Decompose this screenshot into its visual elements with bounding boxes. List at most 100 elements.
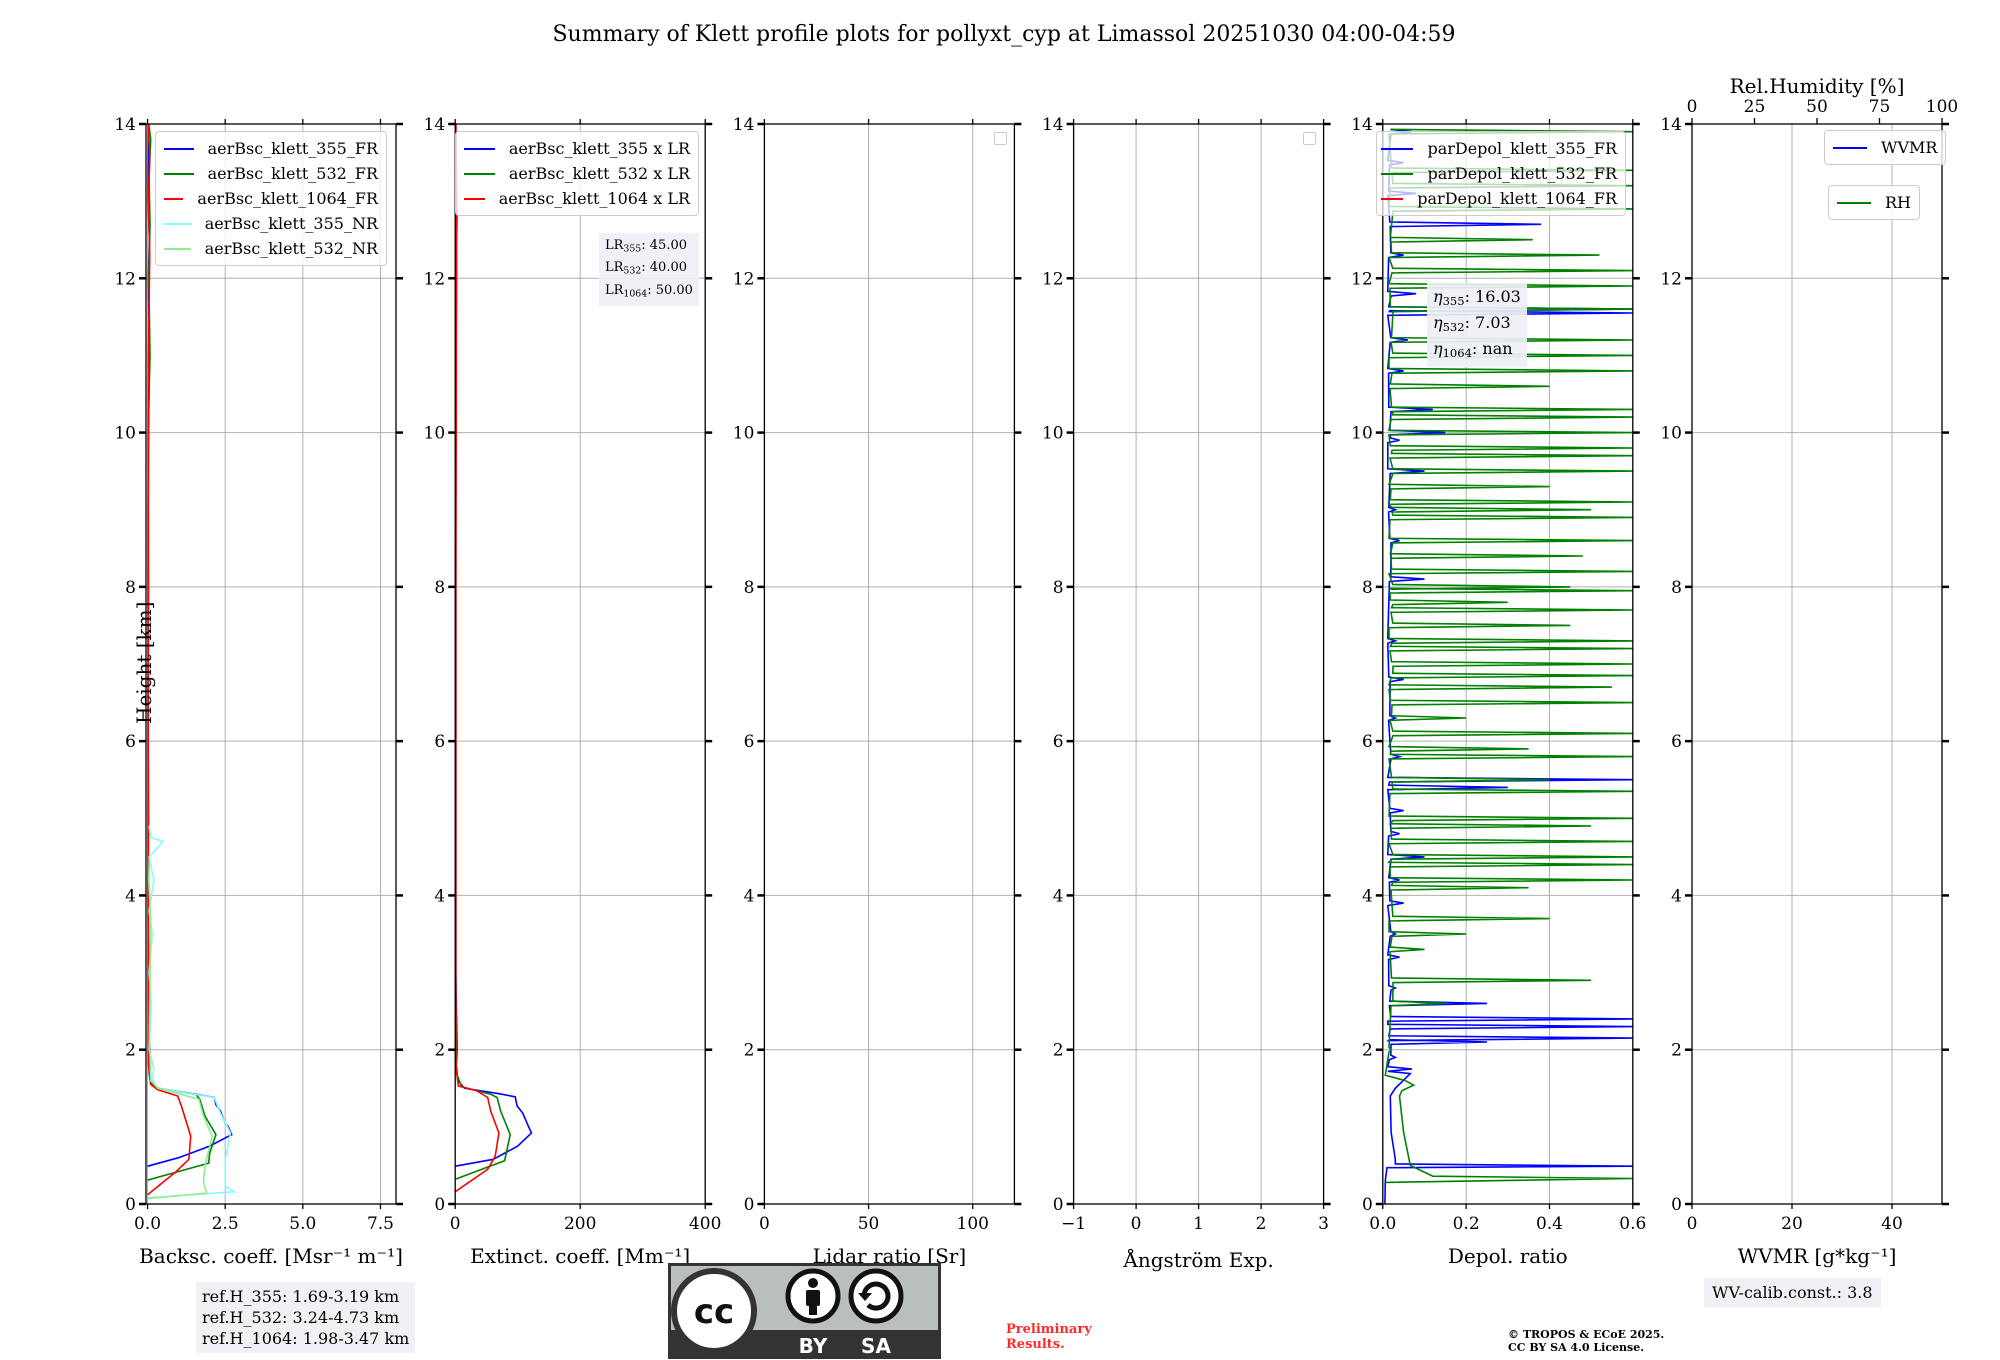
y-tick-label: 14 <box>1042 115 1064 135</box>
lr-subscript: 1064 <box>623 287 648 299</box>
x-tick-label: 0 <box>759 1214 770 1234</box>
y-tick-label: 2 <box>125 1041 136 1061</box>
lr-value: : 50.00 <box>647 282 693 298</box>
y-tick-label: 6 <box>1053 732 1064 752</box>
y-tick-label: 8 <box>1671 578 1682 598</box>
legend-entry: aerBsc_klett_532_FR <box>164 161 378 186</box>
sa-label: SA <box>861 1334 891 1358</box>
eta-subscript: 1064 <box>1442 345 1472 360</box>
legend-label: aerBsc_klett_355 x LR <box>508 139 690 158</box>
legend-swatch <box>164 247 191 250</box>
x-tick-label: 400 <box>689 1214 721 1234</box>
y-tick-label: 10 <box>1042 424 1064 444</box>
by-label: BY <box>799 1334 828 1358</box>
x-tick-label: 0.6 <box>1619 1214 1646 1234</box>
x-tick-label: 5.0 <box>289 1214 316 1234</box>
ref-height-532: ref.H_532: 3.24-4.73 km <box>202 1308 400 1327</box>
series-line-aerBsc_klett_1064_FR <box>147 124 192 1196</box>
legend-swatch <box>1837 201 1871 204</box>
y-tick-label: 6 <box>125 732 136 752</box>
x-tick-label: 3 <box>1318 1214 1329 1234</box>
x-tick-label: 0 <box>450 1214 461 1234</box>
legend-entry: aerBsc_klett_532 x LR <box>464 161 690 186</box>
x-tick-label: 1 <box>1193 1214 1204 1234</box>
top-x-tick-label: 100 <box>1926 97 1958 117</box>
y-tick-label: 6 <box>1362 732 1373 752</box>
x-tick-label: 2 <box>1256 1214 1267 1234</box>
y-tick-label: 6 <box>1671 732 1682 752</box>
y-tick-label: 12 <box>733 269 755 289</box>
eta-subscript: 532 <box>1442 319 1465 334</box>
axes-frame <box>763 123 1016 1205</box>
x-tick-label: 0 <box>1687 1214 1698 1234</box>
legend-label: aerBsc_klett_1064_FR <box>197 189 378 208</box>
x-tick-label: 7.5 <box>367 1214 394 1234</box>
eta-subscript: 355 <box>1442 293 1465 308</box>
y-tick-label: 10 <box>733 424 755 444</box>
y-tick-label: 12 <box>1042 269 1064 289</box>
eta-532-line: η532: 7.03 <box>1433 312 1521 338</box>
legend-entry: aerBsc_klett_1064_FR <box>164 186 378 211</box>
eta-value: : 16.03 <box>1464 287 1521 306</box>
y-tick-label: 10 <box>114 424 136 444</box>
series-line-aerBsc_klett_532_NR <box>147 856 213 1200</box>
lr-value: : 40.00 <box>641 260 687 276</box>
legend-entry: aerBsc_klett_355_FR <box>164 136 378 161</box>
legend-label: WVMR <box>1881 138 1938 157</box>
y-tick-label: 2 <box>434 1041 445 1061</box>
x-tick-label: 100 <box>957 1214 989 1234</box>
y-tick-label: 4 <box>744 886 755 906</box>
legend-depol: parDepol_klett_355_FR parDepol_klett_532… <box>1376 131 1626 216</box>
x-tick-label: 200 <box>564 1214 596 1234</box>
reference-heights-box: ref.H_355: 1.69-3.19 km ref.H_532: 3.24-… <box>196 1282 416 1353</box>
ref-height-1064: ref.H_1064: 1.98-3.47 km <box>202 1329 410 1348</box>
legend-wvmr: WVMR <box>1824 130 1947 165</box>
x-tick-label: 0.2 <box>1453 1214 1480 1234</box>
legend-entry: aerBsc_klett_355_NR <box>164 211 378 236</box>
legend-lidar-ratio-empty <box>994 132 1007 145</box>
lr-symbol: LR <box>605 282 624 298</box>
y-tick-label: 2 <box>1671 1041 1682 1061</box>
y-tick-label: 4 <box>1053 886 1064 906</box>
top-x-tick-label: 75 <box>1869 97 1891 117</box>
series-line-aerBsc_klett_1064 x LR <box>455 124 500 1193</box>
legend-swatch <box>164 172 194 175</box>
legend-entry: parDepol_klett_532_FR <box>1381 161 1617 186</box>
lr-355-line: LR355: 45.00 <box>605 236 693 258</box>
y-tick-label: 8 <box>1362 578 1373 598</box>
eta-annotation: η355: 16.03 η532: 7.03 η1064: nan <box>1427 283 1527 367</box>
share-alike-icon <box>848 1268 904 1324</box>
x-tick-label: 50 <box>858 1214 880 1234</box>
series-line-aerBsc_klett_355_FR <box>147 124 233 1167</box>
top-x-tick-label: 50 <box>1806 97 1828 117</box>
lr-1064-line: LR1064: 50.00 <box>605 281 693 303</box>
license-line: CC BY SA 4.0 License. <box>1508 1341 1645 1354</box>
y-tick-label: 12 <box>1660 269 1682 289</box>
y-tick-label: 14 <box>1660 115 1682 135</box>
x-tick-label: 0.4 <box>1536 1214 1563 1234</box>
y-tick-label: 14 <box>424 115 446 135</box>
legend-swatch <box>164 147 194 150</box>
y-tick-label: 0 <box>1362 1195 1373 1215</box>
y-tick-label: 0 <box>434 1195 445 1215</box>
y-tick-label: 0 <box>1671 1195 1682 1215</box>
x-tick-label: 0.0 <box>134 1214 161 1234</box>
legend-entry: parDepol_klett_355_FR <box>1381 136 1617 161</box>
y-tick-label: 0 <box>1053 1195 1064 1215</box>
cc-by-sa-logo: cc BY SA <box>668 1263 941 1359</box>
x-tick-label: 0.0 <box>1369 1214 1396 1234</box>
axes-frame <box>145 123 397 1205</box>
copyright-notice: © TROPOS & ECoE 2025. CC BY SA 4.0 Licen… <box>1508 1328 1664 1354</box>
x-axis-label: Backsc. coeff. [Msr⁻¹ m⁻¹] <box>139 1244 403 1268</box>
wv-calibration-constant: WV-calib.const.: 3.8 <box>1712 1283 1873 1302</box>
y-tick-label: 2 <box>1053 1041 1064 1061</box>
y-tick-label: 8 <box>744 578 755 598</box>
legend-label: aerBsc_klett_355_NR <box>204 214 378 233</box>
legend-swatch <box>1381 147 1414 150</box>
series-line-parDepol_klett_532_FR <box>1384 128 1633 1184</box>
x-tick-label: 40 <box>1881 1214 1903 1234</box>
legend-swatch <box>1381 197 1404 200</box>
top-axis-label: Rel.Humidity [%] <box>1730 74 1905 98</box>
legend-label: aerBsc_klett_532_NR <box>204 239 378 258</box>
